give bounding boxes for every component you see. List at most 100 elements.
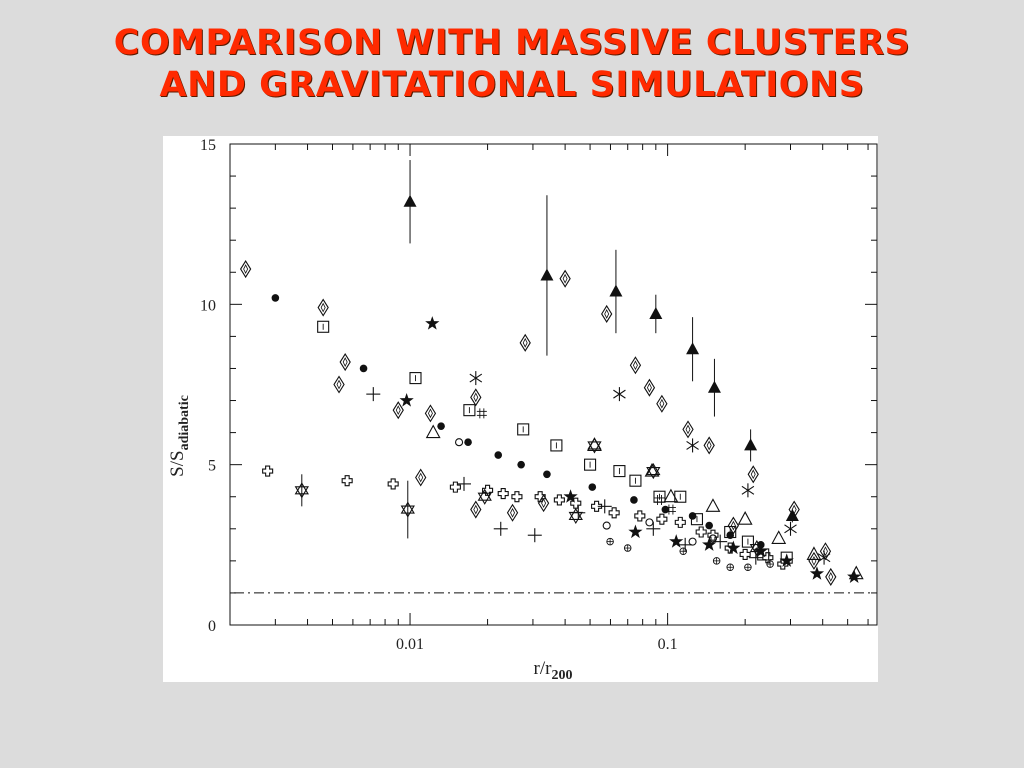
- filled-star-marker: [702, 537, 717, 551]
- swiss-cross-marker: [553, 494, 565, 506]
- open-triangle-marker: [663, 488, 679, 503]
- data-point: [747, 465, 759, 484]
- swiss-cross-marker: [674, 516, 686, 528]
- asterisk-marker-stroke: [741, 485, 755, 495]
- open-diamond-marker: [747, 465, 759, 484]
- data-point: [629, 474, 642, 487]
- open-diamond-marker: [415, 468, 427, 487]
- data-point: [602, 521, 611, 530]
- filled-circle-marker: [359, 364, 368, 373]
- open-diamond-marker: [703, 436, 715, 455]
- data-point: [623, 544, 632, 552]
- data-point: [584, 458, 597, 471]
- x-axis-label-subscript: 200: [551, 668, 572, 682]
- data-point: [646, 462, 661, 480]
- star-of-david-marker: [587, 441, 602, 454]
- star-of-david-marker: [646, 467, 661, 480]
- plus-series: [366, 387, 763, 565]
- data-point: [654, 494, 665, 505]
- open-diamond-marker: [392, 401, 404, 420]
- open-diamond-marker: [424, 404, 437, 423]
- data-point: [656, 513, 668, 525]
- swiss-cross-marker: [387, 478, 399, 490]
- filled-circle-series: [271, 294, 765, 549]
- star-of-david-marker: [400, 501, 415, 514]
- open-diamond-inner-mark: [342, 357, 348, 367]
- filled-star-marker: [669, 534, 684, 548]
- open-diamond-marker: [682, 420, 694, 439]
- swiss-cross-marker: [497, 487, 509, 500]
- filled-star-marker: [726, 540, 741, 555]
- data-point: [559, 269, 571, 288]
- swiss-cross-marker: [341, 475, 353, 487]
- x-tick-label: 0.1: [658, 636, 678, 653]
- filled-star-marker: [847, 569, 862, 583]
- data-point: [399, 393, 414, 407]
- open-diamond-inner-mark: [395, 405, 401, 416]
- filled-circle-marker: [630, 496, 638, 504]
- data-point: [262, 465, 274, 477]
- data-point: [628, 524, 643, 539]
- star-of-david-marker: [477, 488, 492, 501]
- star-of-david-marker: [749, 539, 764, 553]
- open-diamond-inner-mark: [522, 337, 528, 348]
- swiss-cross-marker: [262, 465, 274, 477]
- data-point: [705, 521, 713, 530]
- y-axis-label-main: S/S: [167, 450, 188, 476]
- y-tick-label: 5: [208, 458, 216, 475]
- filled-star-marker: [425, 316, 440, 330]
- data-point: [493, 521, 508, 536]
- y-tick-label: 0: [208, 618, 216, 635]
- open-diamond-inner-mark: [473, 392, 479, 403]
- data-point: [825, 567, 837, 586]
- data-point: [424, 404, 437, 423]
- data-point: [415, 468, 427, 487]
- open-circle-series: [455, 438, 763, 556]
- x-axis-label: r/r200: [534, 658, 573, 682]
- data-point: [317, 298, 329, 317]
- data-point: [537, 494, 550, 513]
- filled-star-marker: [753, 543, 768, 558]
- data-point: [563, 489, 578, 503]
- open-square-marker: [317, 320, 330, 333]
- data-point: [339, 353, 351, 372]
- open-diamond-marker: [339, 353, 351, 372]
- swiss-cross-marker: [695, 526, 707, 538]
- slide-title-line-2: AND GRAVITATIONAL SIMULATIONS: [159, 65, 865, 105]
- open-circle-marker: [708, 534, 718, 543]
- data-point: [449, 481, 461, 493]
- data-point: [601, 304, 613, 323]
- filled-triangle-marker: [540, 268, 554, 281]
- data-point: [630, 496, 638, 504]
- data-point: [646, 521, 661, 536]
- open-diamond-marker: [788, 500, 800, 519]
- open-diamond-marker: [819, 542, 832, 561]
- open-diamond-marker: [601, 304, 613, 323]
- data-point: [588, 483, 597, 491]
- open-diamond-marker: [559, 269, 571, 288]
- open-diamond-marker: [239, 260, 252, 279]
- data-point: [550, 439, 563, 452]
- data-point: [688, 537, 697, 546]
- open-square-marker: [690, 513, 704, 526]
- star-of-david-marker: [294, 486, 309, 499]
- swiss-cross-marker: [777, 558, 789, 570]
- data-point: [409, 372, 422, 385]
- open-square-marker: [550, 439, 563, 452]
- open-diamond-inner-mark: [828, 572, 834, 582]
- data-point: [741, 483, 755, 498]
- data-point: [777, 558, 789, 570]
- data-point: [366, 387, 381, 402]
- data-point: [784, 521, 797, 536]
- data-point: [591, 500, 603, 512]
- swiss-cross-marker: [511, 491, 523, 503]
- data-point: [317, 320, 330, 333]
- filled-star-series: [399, 316, 862, 583]
- filled-star-marker: [779, 553, 794, 567]
- open-square-marker: [463, 404, 476, 417]
- data-point: [808, 551, 820, 570]
- star-of-david-marker: [587, 437, 602, 450]
- data-point: [608, 507, 620, 519]
- data-point: [470, 500, 482, 519]
- data-point: [568, 507, 583, 525]
